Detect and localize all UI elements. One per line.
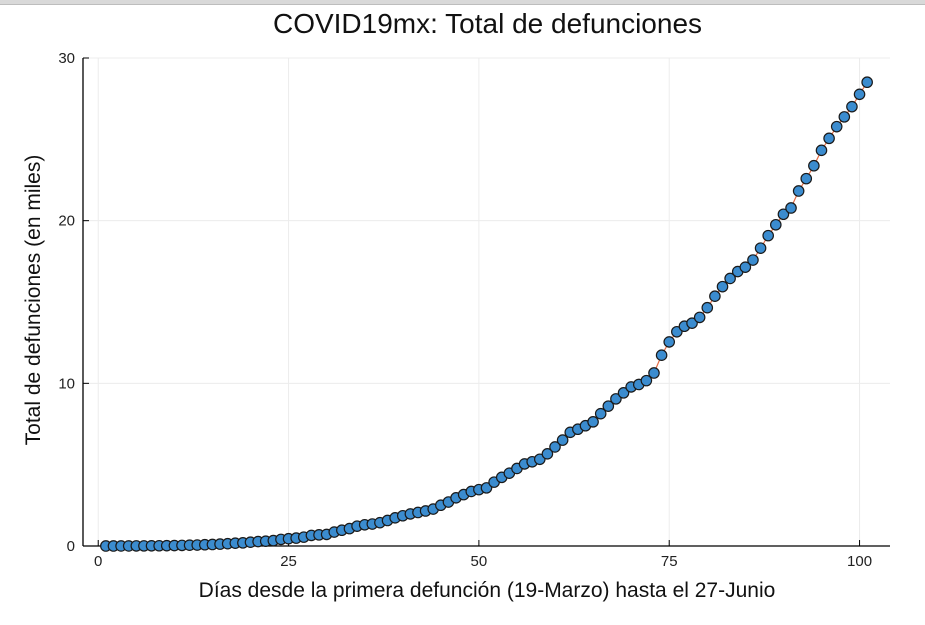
data-point [686,317,698,329]
data-point [724,272,736,285]
y-tick-label: 30 [58,50,75,67]
tick-labels: 0 25 50 75 100 0 10 20 30 [58,50,872,570]
data-point [846,100,858,113]
data-point [861,76,873,89]
data-point [747,254,759,266]
data-point [663,336,676,348]
grid-lines [83,57,890,547]
data-point [709,290,721,302]
data-point [853,88,866,101]
data-point [693,311,706,324]
x-tick-label: 0 [94,553,102,570]
series-line [105,81,868,547]
data-point [777,208,790,221]
y-axis-label: Total de defunciones (en miles) [22,155,45,446]
data-points [100,76,873,552]
data-point [594,407,607,420]
axes [82,57,890,547]
chart-title: COVID19mx: Total de defunciones [272,8,703,39]
y-tick-label: 20 [58,213,75,230]
x-tick-label: 25 [280,553,297,570]
data-point [640,374,653,387]
data-point [541,448,554,460]
data-point [770,218,782,231]
data-point [587,416,599,428]
data-point [800,172,813,185]
data-point [830,120,843,133]
y-tick-label: 0 [67,538,75,555]
data-point [815,144,828,157]
data-point [823,132,835,145]
data-point [754,242,767,254]
data-point [648,367,660,379]
data-point [808,159,820,172]
x-tick-label: 50 [471,553,488,570]
data-point [480,482,493,494]
x-tick-label: 100 [847,553,872,570]
data-point [556,434,569,446]
data-point [655,349,668,362]
data-point [716,280,729,293]
data-point [701,301,714,314]
y-tick-label: 10 [58,375,75,392]
window-top-border [0,0,925,5]
data-point [762,229,774,242]
data-point [617,387,630,399]
data-point [792,185,805,197]
data-point [838,111,851,123]
data-point [671,325,683,338]
data-point [602,400,615,412]
x-tick-label: 75 [661,553,678,570]
x-axis-label: Días desde la primera defunción (19-Marz… [199,579,776,602]
data-point [549,441,561,453]
data-point [785,202,797,214]
data-point [610,393,622,405]
data-point [739,261,752,273]
